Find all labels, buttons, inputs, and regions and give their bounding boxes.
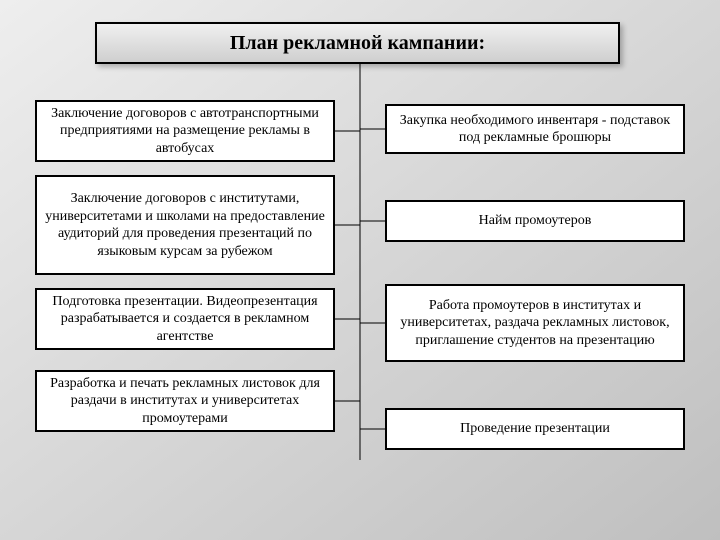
node-r4: Проведение презентации: [385, 408, 685, 450]
node-l3: Подготовка презентации. Видеопрезентация…: [35, 288, 335, 350]
node-text: Заключение договоров с институтами, унив…: [43, 190, 327, 260]
node-l4: Разработка и печать рекламных листовок д…: [35, 370, 335, 432]
diagram-title: План рекламной кампании:: [95, 22, 620, 64]
node-text: Закупка необходимого инвентаря - подстав…: [393, 112, 677, 147]
node-text: Подготовка презентации. Видеопрезентация…: [43, 293, 327, 346]
node-r1: Закупка необходимого инвентаря - подстав…: [385, 104, 685, 154]
node-text: Найм промоутеров: [479, 212, 592, 230]
node-text: Заключение договоров с автотранспортными…: [43, 105, 327, 158]
node-r2: Найм промоутеров: [385, 200, 685, 242]
diagram-title-text: План рекламной кампании:: [230, 32, 485, 55]
node-l1: Заключение договоров с автотранспортными…: [35, 100, 335, 162]
diagram-canvas: План рекламной кампании: Заключение дого…: [0, 0, 720, 540]
node-text: Проведение презентации: [460, 420, 610, 438]
node-text: Разработка и печать рекламных листовок д…: [43, 375, 327, 428]
node-text: Работа промоутеров в институтах и универ…: [393, 297, 677, 350]
node-r3: Работа промоутеров в институтах и универ…: [385, 284, 685, 362]
node-l2: Заключение договоров с институтами, унив…: [35, 175, 335, 275]
